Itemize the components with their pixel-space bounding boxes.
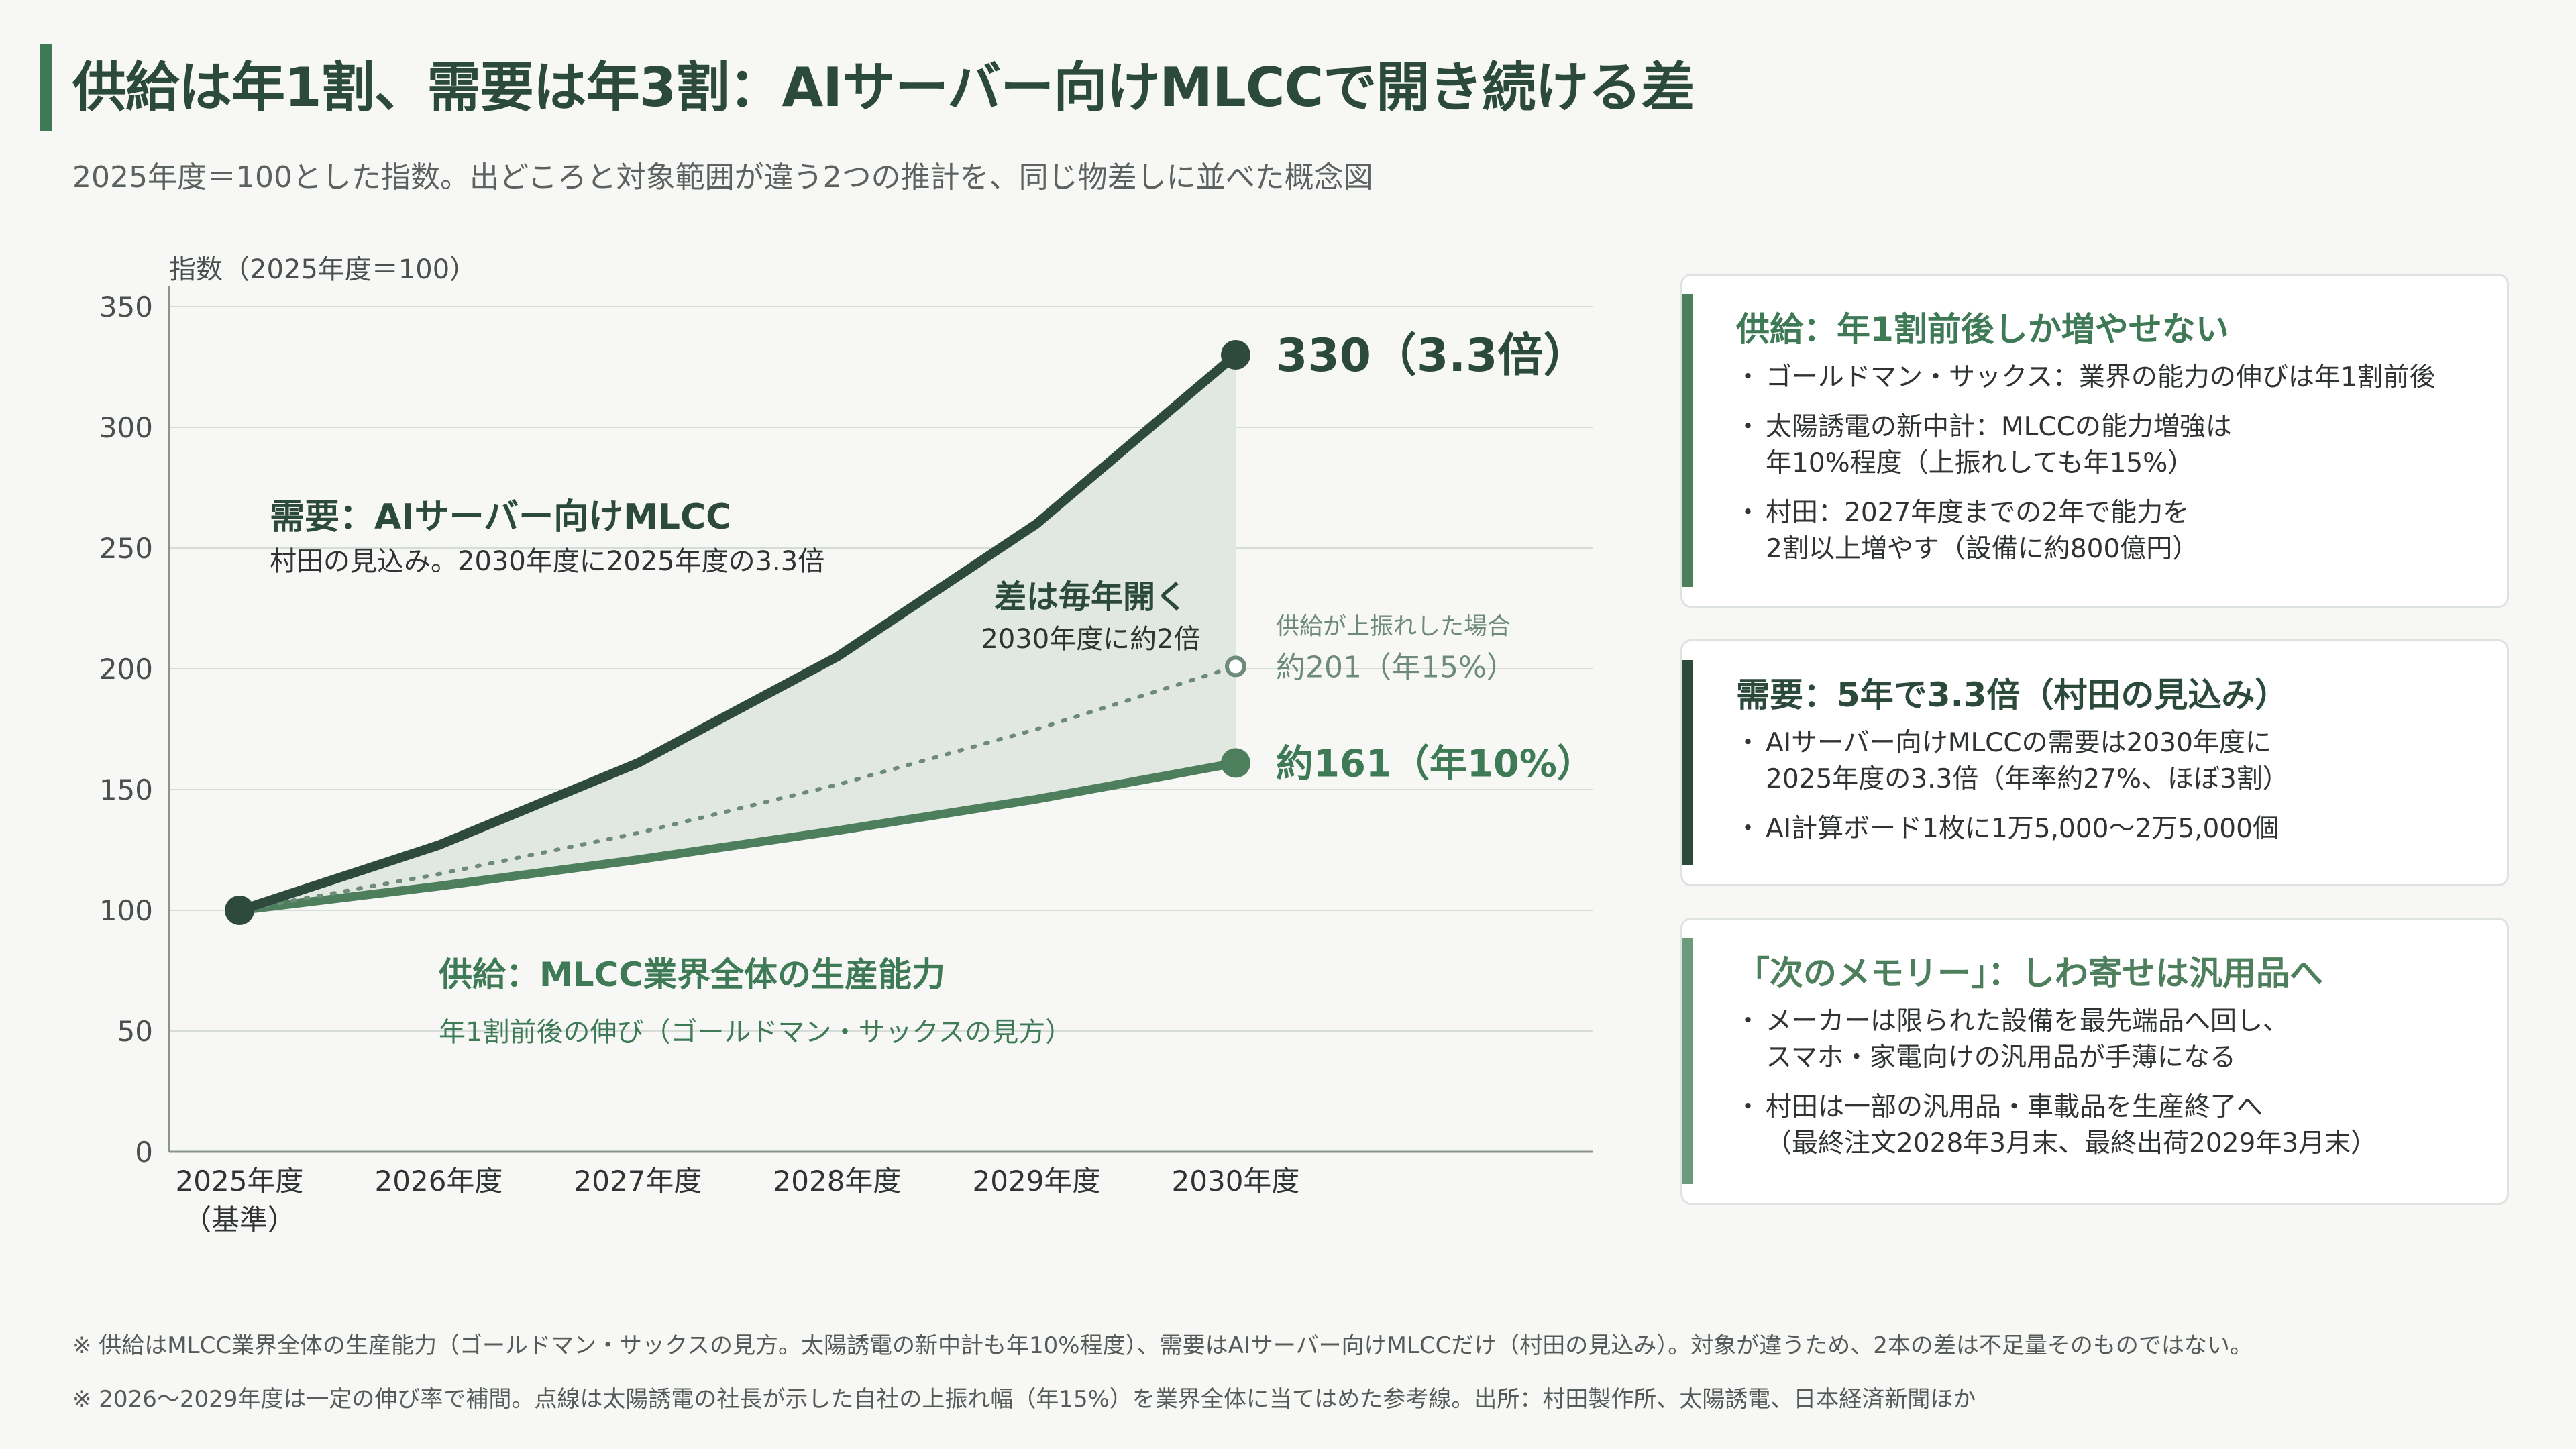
start-point-marker	[225, 896, 254, 925]
card-bullet-line: スマホ・家電向けの汎用品が手薄になる	[1766, 1042, 2236, 1073]
demand-card-accent	[1682, 660, 1693, 865]
line-chart: 0 50 100 150 200 250 300 350 指数（2025年度＝100） 2025年…	[99, 254, 1595, 1236]
next-memory-card-accent	[1682, 938, 1693, 1184]
card-bullet-line: 年10%程度（上振れしても年15%）	[1766, 448, 2194, 478]
card-bullet: メーカーは限られた設備を最先端品へ回し、スマホ・家電向けの汎用品が手薄になる	[1735, 1004, 2487, 1076]
card-bullet-line: 太陽誘電の新中計：MLCCの能力増強は	[1766, 412, 2232, 442]
x-tick-label: 2027年度	[574, 1165, 702, 1197]
gap-fill-area	[239, 355, 1236, 910]
supply-end-label: 約161（年10%）	[1276, 742, 1595, 786]
x-tick-sublabel: （基準）	[183, 1203, 296, 1236]
card-bullet-line: （最終注文2028年3月末、最終出荷2029年3月末）	[1766, 1128, 2377, 1159]
supply-line	[235, 758, 1240, 915]
x-tick-label: 2026年度	[375, 1165, 503, 1197]
supply-card-list: ゴールドマン・サックス：業界の能力の伸びは年1割前後太陽誘電の新中計：MLCCの…	[1735, 360, 2487, 581]
next-memory-card-list: メーカーは限られた設備を最先端品へ回し、スマホ・家電向けの汎用品が手薄になる村田…	[1735, 1004, 2487, 1175]
supply-card: 供給：年1割前後しか増やせない ゴールドマン・サックス：業界の能力の伸びは年1割…	[1680, 274, 2509, 608]
supply-upside-dotted-line	[237, 664, 1238, 912]
card-bullet: ゴールドマン・サックス：業界の能力の伸びは年1割前後	[1735, 360, 2487, 396]
supply-annotation-title: 供給：MLCC業界全体の生産能力	[439, 955, 945, 994]
demand-annotation-desc: 村田の見込み。2030年度に2025年度の3.3倍	[270, 546, 824, 577]
footnote-2: ※ 2026〜2029年度は一定の伸び率で補間。点線は太陽誘電の社長が示した自社…	[72, 1386, 1976, 1413]
gap-annotation-desc: 2030年度に約2倍	[981, 624, 1200, 655]
card-bullet-line: メーカーは限られた設備を最先端品へ回し、	[1766, 1006, 2290, 1036]
x-tick-label: 2030年度	[1172, 1165, 1300, 1197]
card-bullet: AIサーバー向けMLCCの需要は2030年度に 2025年度の3.3倍（年率約27…	[1735, 725, 2487, 798]
x-tick-label: 2028年度	[773, 1165, 902, 1197]
supply-upside-end-marker	[1225, 655, 1246, 678]
title-accent-bar	[40, 44, 52, 131]
y-tick-label: 300	[99, 411, 153, 444]
demand-end-marker	[1221, 340, 1250, 370]
y-tick-label: 50	[117, 1015, 153, 1048]
supply-card-accent	[1682, 294, 1693, 587]
page-title: 供給は年1割、需要は年3割：AIサーバー向けMLCCで開き続ける差	[72, 56, 1695, 119]
card-bullet-line: 村田は一部の汎用品・車載品を生産終了へ	[1766, 1092, 2263, 1122]
next-memory-card-title: 「次のメモリー」：しわ寄せは汎用品へ	[1736, 954, 2323, 993]
card-bullet-line: 村田：2027年度までの2年で能力を	[1766, 498, 2190, 528]
supply-end-marker	[1221, 748, 1250, 778]
y-tick-label: 200	[99, 653, 153, 686]
y-axis-label: 指数（2025年度＝100）	[169, 254, 476, 285]
demand-card: 需要：5年で3.3倍（村田の見込み） AIサーバー向けMLCCの需要は2030年…	[1680, 639, 2509, 886]
demand-annotation-title: 需要：AIサーバー向けMLCC	[270, 497, 731, 537]
demand-end-label: 330（3.3倍）	[1276, 329, 1589, 382]
card-bullet: 村田：2027年度までの2年で能力を 2割以上増やす（設備に約800億円）	[1735, 495, 2487, 568]
supply-upside-end-label: 約201（年15%）	[1276, 650, 1516, 684]
demand-card-title: 需要：5年で3.3倍（村田の見込み）	[1736, 676, 2289, 714]
card-bullet-line: ゴールドマン・サックス：業界の能力の伸びは年1割前後	[1766, 362, 2436, 392]
y-tick-label: 250	[99, 532, 153, 565]
supply-upside-caption: 供給が上振れした場合	[1276, 613, 1511, 640]
card-bullet-line: 2割以上増やす（設備に約800億円）	[1766, 534, 2199, 564]
page-subtitle: 2025年度＝100とした指数。出どころと対象範囲が違う2つの推計を、同じ物差し…	[72, 160, 1373, 195]
x-tick-label: 2029年度	[973, 1165, 1101, 1197]
supply-card-title: 供給：年1割前後しか増やせない	[1736, 310, 2229, 349]
y-tick-label: 100	[99, 894, 153, 927]
demand-card-list: AIサーバー向けMLCCの需要は2030年度に 2025年度の3.3倍（年率約27…	[1735, 725, 2487, 861]
y-tick-label: 350	[99, 290, 153, 323]
card-bullet-line: 2025年度の3.3倍（年率約27%、ほぼ3割）	[1766, 764, 2289, 794]
card-bullet-line: AI計算ボード1枚に1万5,000〜2万5,000個	[1766, 814, 2279, 844]
chart-area: 0 50 100 150 200 250 300 350 指数（2025年度＝100） 2025年…	[0, 228, 1623, 1275]
supply-annotation-desc: 年1割前後の伸び（ゴールドマン・サックスの見方）	[439, 1017, 1072, 1048]
next-memory-card: 「次のメモリー」：しわ寄せは汎用品へ メーカーは限られた設備を最先端品へ回し、ス…	[1680, 918, 2509, 1205]
card-bullet: AI計算ボード1枚に1万5,000〜2万5,000個	[1735, 811, 2487, 847]
footnote-1: ※ 供給はMLCC業界全体の生産能力（ゴールドマン・サックスの見方。太陽誘電の新…	[72, 1332, 2253, 1359]
gap-annotation-title: 差は毎年開く	[994, 578, 1187, 616]
card-bullet-line: AIサーバー向けMLCCの需要は2030年度に	[1766, 728, 2271, 758]
y-tick-label: 150	[99, 773, 153, 806]
card-bullet: 村田は一部の汎用品・車載品を生産終了へ （最終注文2028年3月末、最終出荷202…	[1735, 1089, 2487, 1162]
demand-line	[235, 350, 1240, 915]
y-tick-label: 0	[135, 1136, 153, 1169]
x-tick-label: 2025年度	[176, 1165, 304, 1197]
